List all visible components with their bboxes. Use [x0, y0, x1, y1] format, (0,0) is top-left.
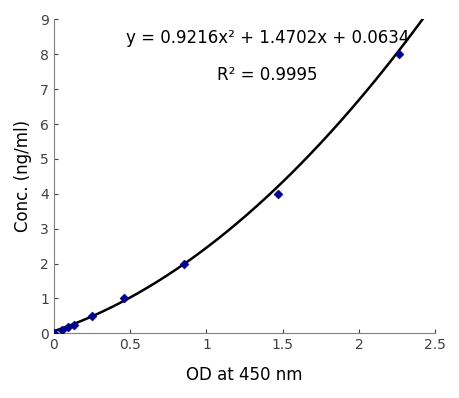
X-axis label: OD at 450 nm: OD at 450 nm — [186, 366, 302, 384]
Point — [58, 327, 65, 333]
Point — [274, 191, 281, 197]
Y-axis label: Conc. (ng/ml): Conc. (ng/ml) — [14, 120, 32, 232]
Point — [120, 295, 128, 302]
Point — [394, 51, 401, 57]
Point — [50, 330, 57, 337]
Point — [179, 260, 187, 267]
Point — [70, 322, 77, 328]
Point — [88, 313, 95, 319]
Text: R² = 0.9995: R² = 0.9995 — [217, 66, 317, 84]
Text: y = 0.9216x² + 1.4702x + 0.0634: y = 0.9216x² + 1.4702x + 0.0634 — [125, 29, 408, 47]
Point — [64, 324, 71, 330]
